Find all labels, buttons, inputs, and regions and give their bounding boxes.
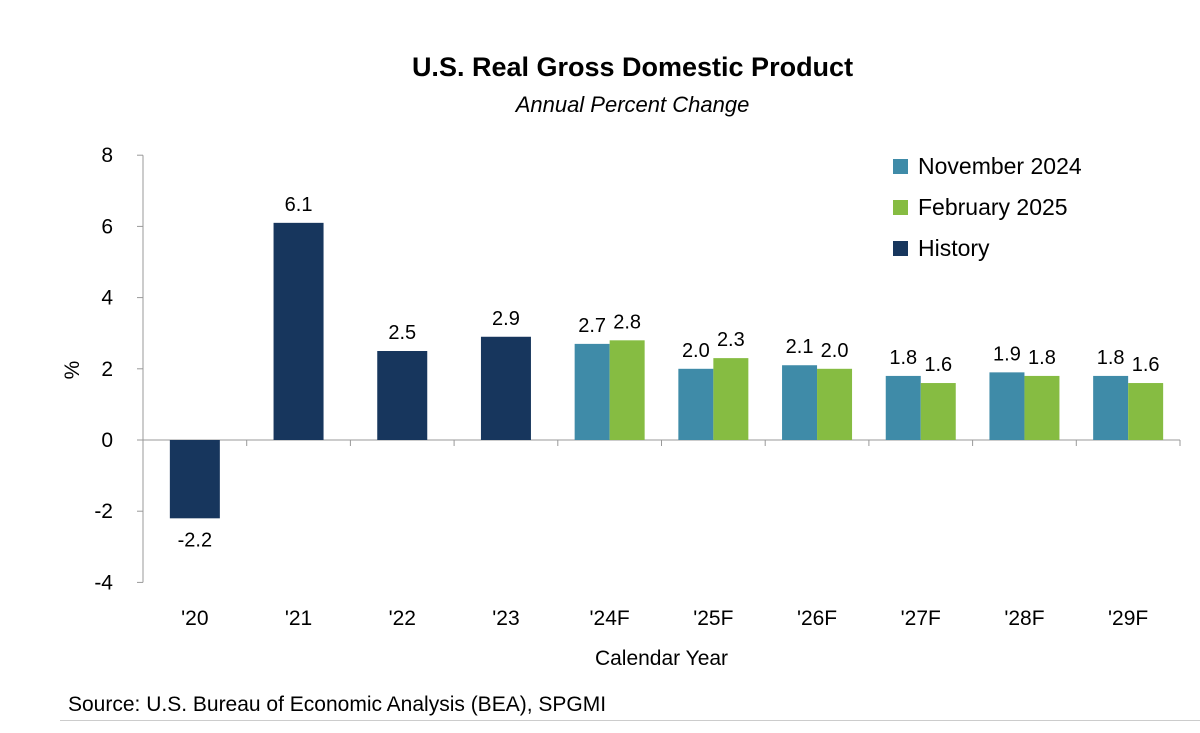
february-2025-data-label: 2.8 xyxy=(613,311,641,333)
legend: November 2024 February 2025 History xyxy=(893,146,1082,269)
november-2024-bar xyxy=(574,343,610,440)
x-tick-label: '28F xyxy=(1004,607,1044,630)
source-note: Source: U.S. Bureau of Economic Analysis… xyxy=(68,693,607,716)
legend-swatch xyxy=(893,241,908,256)
x-tick-label: '29F xyxy=(1108,607,1148,630)
february-2025-data-label: 1.8 xyxy=(1028,347,1056,369)
november-2024-data-label: 1.8 xyxy=(889,347,917,369)
november-2024-bar xyxy=(1093,375,1129,440)
x-tick-label: '24F xyxy=(590,607,630,630)
history-bar xyxy=(480,336,531,440)
x-tick-label: '27F xyxy=(901,607,941,630)
history-data-label: 6.1 xyxy=(285,194,313,216)
november-2024-data-label: 2.7 xyxy=(578,315,606,337)
november-2024-data-label: 1.9 xyxy=(993,343,1021,365)
november-2024-data-label: 2.1 xyxy=(786,336,814,358)
y-tick-label: 6 xyxy=(101,215,113,238)
november-2024-bar xyxy=(782,365,818,440)
history-data-label: -2.2 xyxy=(178,529,212,551)
y-tick-label: 2 xyxy=(101,358,113,381)
february-2025-bar xyxy=(713,358,749,440)
legend-label: History xyxy=(918,235,990,261)
february-2025-data-label: 1.6 xyxy=(924,354,952,376)
y-tick-label: -2 xyxy=(94,500,113,523)
legend-item-november-2024: November 2024 xyxy=(893,146,1082,187)
february-2025-bar xyxy=(1024,375,1060,440)
y-tick-label: 0 xyxy=(101,429,113,452)
x-tick-label: '26F xyxy=(797,607,837,630)
x-tick-label: '21 xyxy=(285,607,312,630)
y-axis-label: % xyxy=(61,361,84,380)
legend-item-history: History xyxy=(893,228,1082,269)
november-2024-data-label: 1.8 xyxy=(1097,347,1125,369)
y-tick-label: 4 xyxy=(101,287,113,310)
november-2024-bar xyxy=(989,372,1025,440)
history-data-label: 2.5 xyxy=(388,322,416,344)
history-bar xyxy=(273,222,324,440)
history-bar xyxy=(169,440,220,519)
february-2025-data-label: 2.3 xyxy=(717,329,745,351)
legend-swatch xyxy=(893,159,908,174)
y-tick-label: -4 xyxy=(94,571,113,594)
x-tick-label: '23 xyxy=(492,607,519,630)
divider xyxy=(60,720,1200,721)
x-tick-label: '20 xyxy=(181,607,208,630)
february-2025-data-label: 1.6 xyxy=(1132,354,1160,376)
history-data-label: 2.9 xyxy=(492,308,520,330)
february-2025-data-label: 2.0 xyxy=(821,340,849,362)
y-tick-label: 8 xyxy=(101,144,113,167)
february-2025-bar xyxy=(920,383,956,440)
chart-title: U.S. Real Gross Domestic Product xyxy=(411,52,854,82)
february-2025-bar xyxy=(609,340,645,440)
x-tick-label: '25F xyxy=(693,607,733,630)
x-axis-label: Calendar Year xyxy=(595,647,728,670)
chart-subtitle: Annual Percent Change xyxy=(515,92,750,117)
february-2025-bar xyxy=(1128,383,1164,440)
november-2024-bar xyxy=(678,368,714,440)
legend-swatch xyxy=(893,200,908,215)
legend-label: November 2024 xyxy=(918,153,1082,179)
february-2025-bar xyxy=(817,368,853,440)
legend-item-february-2025: February 2025 xyxy=(893,187,1082,228)
x-tick-label: '22 xyxy=(389,607,416,630)
legend-label: February 2025 xyxy=(918,194,1068,220)
november-2024-data-label: 2.0 xyxy=(682,340,710,362)
history-bar xyxy=(377,351,428,440)
november-2024-bar xyxy=(885,375,921,440)
